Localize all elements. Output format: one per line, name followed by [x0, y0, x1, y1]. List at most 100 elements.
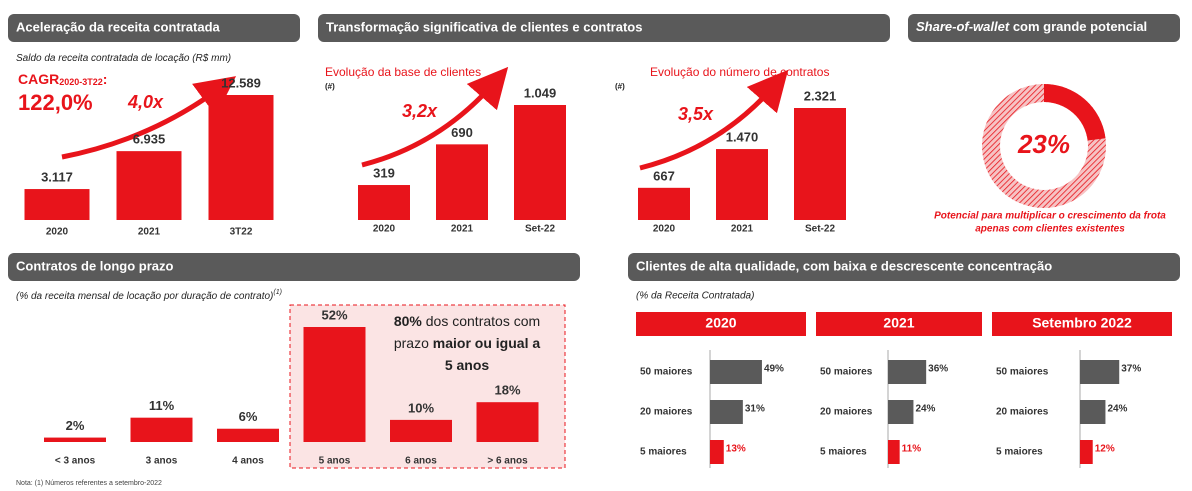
chart: Evolução do número de contratos (#) 3,5x 66… — [615, 65, 846, 235]
y-tick-label: 20 maiores — [996, 407, 1049, 418]
x-tick-label: 6 anos — [405, 456, 437, 467]
x-tick-label: < 3 anos — [55, 456, 96, 467]
chart-title: Setembro 2022 — [1032, 315, 1132, 331]
x-tick-label: 3 anos — [146, 456, 178, 467]
value-label: 11% — [149, 398, 175, 413]
chart: 2021 50 maiores 36% 20 maiores 24% 5 maiores 1… — [816, 312, 982, 468]
bar — [1080, 440, 1093, 464]
chart: Evolução da base de clientes (#) 3,2x 319 20… — [325, 65, 566, 235]
value-label: 24% — [1107, 404, 1127, 415]
bar — [217, 428, 279, 442]
value-label: 1.049 — [524, 85, 557, 100]
value-label: 667 — [653, 168, 675, 183]
value-label: 2% — [66, 418, 85, 433]
donut-slice — [1044, 84, 1106, 141]
bar — [476, 402, 539, 442]
header-bg — [628, 253, 1180, 281]
bar — [888, 360, 927, 384]
caption: apenas com clientes existentes — [975, 224, 1125, 235]
x-tick-label: > 6 anos — [487, 456, 528, 467]
header-bg — [8, 253, 580, 281]
value-label: 3.117 — [41, 169, 73, 184]
bar — [44, 437, 106, 442]
x-tick-label: Set-22 — [805, 224, 835, 235]
value-label: 13% — [726, 444, 746, 455]
value-label: 18% — [494, 383, 520, 398]
bar — [303, 327, 366, 442]
value-label: 37% — [1121, 364, 1141, 375]
bar — [1080, 400, 1106, 424]
y-tick-label: 20 maiores — [820, 407, 873, 418]
bar — [116, 151, 182, 220]
growth: 4,0x — [127, 92, 164, 112]
header-bg — [8, 14, 300, 42]
value-label: 1.470 — [726, 130, 759, 145]
panel-title-rest: com grande potencial — [1013, 19, 1147, 34]
bar — [130, 417, 193, 442]
panel-title: Aceleração da receita contratada — [16, 19, 221, 34]
annotation-text: 80% — [394, 313, 423, 329]
caption: Potencial para multiplicar o crescimento… — [934, 211, 1166, 222]
annotation-line: prazo maior ou igual a — [394, 335, 540, 351]
bar — [888, 440, 900, 464]
y-tick-label: 50 maiores — [820, 367, 873, 378]
value-label: 12.589 — [221, 75, 261, 90]
y-tick-label: 5 maiores — [996, 447, 1043, 458]
header-bg — [318, 14, 890, 42]
panel-title: Contratos de longo prazo — [16, 258, 174, 273]
x-tick-label: 2020 — [653, 224, 676, 235]
bar — [794, 108, 846, 220]
value-label: 36% — [928, 364, 948, 375]
y-tick-label: 5 maiores — [820, 447, 867, 458]
value-label: 319 — [373, 165, 395, 180]
value-label: 23% — [1017, 129, 1070, 159]
bar — [888, 400, 914, 424]
x-tick-label: 2020 — [373, 224, 396, 235]
panel-title: Share-of-wallet com grande potencial — [916, 19, 1147, 34]
value-label: 12% — [1095, 444, 1115, 455]
bar — [716, 149, 768, 220]
panel-subtitle: (% da Receita Contratada) — [636, 291, 754, 302]
x-tick-label: 4 anos — [232, 456, 264, 467]
value-label: 6.935 — [133, 132, 166, 147]
arrows — [61, 66, 789, 171]
subtitle: Evolução do número de contratos — [650, 65, 829, 79]
subtitle-text: Saldo da receita contratada de locação (… — [16, 53, 231, 64]
note: Nota: (1) Números referentes a setembro-… — [16, 480, 162, 487]
chart: (% da receita mensal de locação por dura… — [16, 289, 540, 467]
bar — [358, 185, 410, 220]
bar — [208, 95, 274, 220]
x-tick-label: 3T22 — [230, 227, 253, 238]
bar — [436, 144, 488, 220]
bar — [514, 105, 566, 220]
x-tick-label: 2021 — [731, 224, 754, 235]
subtitle: Evolução da base de clientes — [325, 65, 481, 79]
bar — [710, 360, 762, 384]
growth: 3,2x — [402, 101, 438, 121]
y-tick-label: 50 maiores — [640, 367, 693, 378]
cagr: CAGR2020-3T22: — [18, 71, 107, 88]
y-tick-label: 5 maiores — [640, 447, 687, 458]
y-tick-label: 50 maiores — [996, 367, 1049, 378]
growth-arrow — [361, 66, 509, 168]
growth-arrow — [639, 69, 789, 171]
annotation-line: 5 anos — [445, 357, 490, 373]
value-label: 2.321 — [804, 88, 837, 103]
annotation-text: dos contratos com — [422, 313, 540, 329]
panel-title: Transformação significativa de clientes … — [326, 19, 642, 34]
bar — [710, 400, 743, 424]
value-label: 6% — [239, 409, 258, 424]
panel-title: Clientes de alta qualidade, com baixa e … — [636, 258, 1052, 273]
value-label: 49% — [764, 364, 784, 375]
growth: 3,5x — [678, 104, 714, 124]
bar — [710, 440, 724, 464]
x-tick-label: 2021 — [451, 224, 474, 235]
value-label: 10% — [408, 400, 434, 415]
bar — [1080, 360, 1120, 384]
x-tick-label: 2020 — [46, 227, 69, 238]
subtitle-text: (% da receita mensal de locação por dura… — [16, 291, 273, 302]
cagr-colon: : — [103, 71, 108, 87]
title-bg — [636, 312, 806, 336]
cagr-value: 122,0% — [18, 90, 93, 115]
